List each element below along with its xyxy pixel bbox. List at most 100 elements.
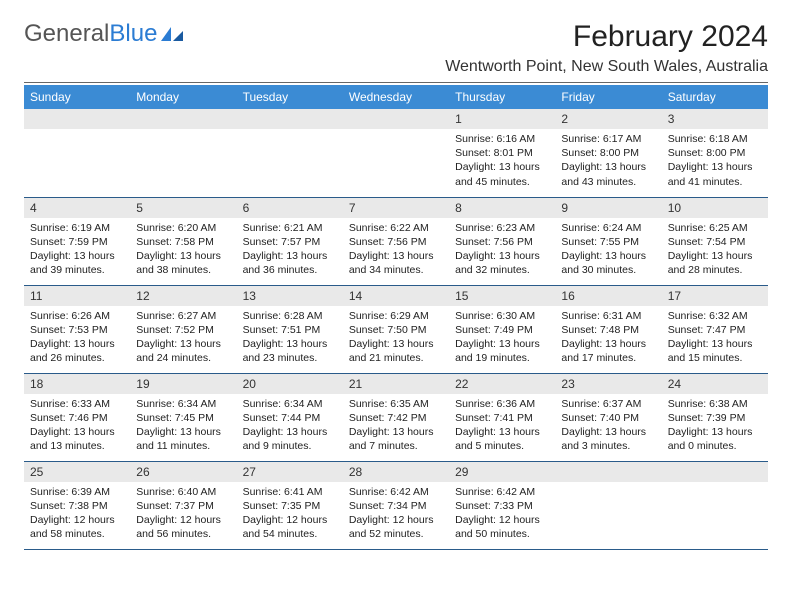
calendar-table: SundayMondayTuesdayWednesdayThursdayFrid… xyxy=(24,85,768,550)
day-body: Sunrise: 6:16 AMSunset: 8:01 PMDaylight:… xyxy=(449,129,555,192)
sunrise: Sunrise: 6:42 AM xyxy=(349,485,443,499)
week-row: 11Sunrise: 6:26 AMSunset: 7:53 PMDayligh… xyxy=(24,285,768,373)
day-body: Sunrise: 6:26 AMSunset: 7:53 PMDaylight:… xyxy=(24,306,130,369)
sunset: Sunset: 7:47 PM xyxy=(668,323,762,337)
daylight: Daylight: 12 hours and 50 minutes. xyxy=(455,513,549,541)
sunset: Sunset: 7:55 PM xyxy=(561,235,655,249)
day-cell: 14Sunrise: 6:29 AMSunset: 7:50 PMDayligh… xyxy=(343,285,449,373)
brand-logo: GeneralBlue xyxy=(24,20,185,48)
day-number: 18 xyxy=(24,374,130,394)
daylight: Daylight: 12 hours and 58 minutes. xyxy=(30,513,124,541)
sunrise: Sunrise: 6:34 AM xyxy=(136,397,230,411)
day-cell: 19Sunrise: 6:34 AMSunset: 7:45 PMDayligh… xyxy=(130,373,236,461)
daylight: Daylight: 12 hours and 52 minutes. xyxy=(349,513,443,541)
sunrise: Sunrise: 6:16 AM xyxy=(455,132,549,146)
day-cell: 20Sunrise: 6:34 AMSunset: 7:44 PMDayligh… xyxy=(237,373,343,461)
weekday-header: Thursday xyxy=(449,85,555,109)
day-cell: 17Sunrise: 6:32 AMSunset: 7:47 PMDayligh… xyxy=(662,285,768,373)
daylight: Daylight: 13 hours and 34 minutes. xyxy=(349,249,443,277)
sunset: Sunset: 7:44 PM xyxy=(243,411,337,425)
daylight: Daylight: 13 hours and 38 minutes. xyxy=(136,249,230,277)
day-number: 3 xyxy=(662,109,768,129)
weekday-header: Friday xyxy=(555,85,661,109)
day-cell: 4Sunrise: 6:19 AMSunset: 7:59 PMDaylight… xyxy=(24,197,130,285)
sunrise: Sunrise: 6:42 AM xyxy=(455,485,549,499)
sunrise: Sunrise: 6:29 AM xyxy=(349,309,443,323)
day-body: Sunrise: 6:39 AMSunset: 7:38 PMDaylight:… xyxy=(24,482,130,545)
day-cell: 1Sunrise: 6:16 AMSunset: 8:01 PMDaylight… xyxy=(449,109,555,197)
day-cell xyxy=(662,461,768,549)
weekday-header: Wednesday xyxy=(343,85,449,109)
sunrise: Sunrise: 6:24 AM xyxy=(561,221,655,235)
daylight: Daylight: 13 hours and 15 minutes. xyxy=(668,337,762,365)
day-cell: 21Sunrise: 6:35 AMSunset: 7:42 PMDayligh… xyxy=(343,373,449,461)
daylight: Daylight: 13 hours and 11 minutes. xyxy=(136,425,230,453)
day-number: 20 xyxy=(237,374,343,394)
sunset: Sunset: 7:56 PM xyxy=(349,235,443,249)
day-body: Sunrise: 6:35 AMSunset: 7:42 PMDaylight:… xyxy=(343,394,449,457)
daylight: Daylight: 13 hours and 7 minutes. xyxy=(349,425,443,453)
day-cell: 25Sunrise: 6:39 AMSunset: 7:38 PMDayligh… xyxy=(24,461,130,549)
day-body: Sunrise: 6:38 AMSunset: 7:39 PMDaylight:… xyxy=(662,394,768,457)
day-body: Sunrise: 6:34 AMSunset: 7:45 PMDaylight:… xyxy=(130,394,236,457)
day-body xyxy=(24,129,130,189)
sunrise: Sunrise: 6:35 AM xyxy=(349,397,443,411)
day-number: 5 xyxy=(130,198,236,218)
sunrise: Sunrise: 6:40 AM xyxy=(136,485,230,499)
day-number: 23 xyxy=(555,374,661,394)
day-body: Sunrise: 6:41 AMSunset: 7:35 PMDaylight:… xyxy=(237,482,343,545)
daylight: Daylight: 13 hours and 23 minutes. xyxy=(243,337,337,365)
daylight: Daylight: 13 hours and 30 minutes. xyxy=(561,249,655,277)
day-number: 15 xyxy=(449,286,555,306)
sunrise: Sunrise: 6:38 AM xyxy=(668,397,762,411)
day-number: 6 xyxy=(237,198,343,218)
day-cell: 11Sunrise: 6:26 AMSunset: 7:53 PMDayligh… xyxy=(24,285,130,373)
sunrise: Sunrise: 6:22 AM xyxy=(349,221,443,235)
sunrise: Sunrise: 6:21 AM xyxy=(243,221,337,235)
day-body: Sunrise: 6:31 AMSunset: 7:48 PMDaylight:… xyxy=(555,306,661,369)
sunset: Sunset: 7:40 PM xyxy=(561,411,655,425)
day-body: Sunrise: 6:22 AMSunset: 7:56 PMDaylight:… xyxy=(343,218,449,281)
day-cell: 13Sunrise: 6:28 AMSunset: 7:51 PMDayligh… xyxy=(237,285,343,373)
day-body: Sunrise: 6:37 AMSunset: 7:40 PMDaylight:… xyxy=(555,394,661,457)
day-cell: 15Sunrise: 6:30 AMSunset: 7:49 PMDayligh… xyxy=(449,285,555,373)
day-cell xyxy=(555,461,661,549)
day-number: 28 xyxy=(343,462,449,482)
day-body: Sunrise: 6:34 AMSunset: 7:44 PMDaylight:… xyxy=(237,394,343,457)
week-row: 4Sunrise: 6:19 AMSunset: 7:59 PMDaylight… xyxy=(24,197,768,285)
daylight: Daylight: 13 hours and 21 minutes. xyxy=(349,337,443,365)
day-body: Sunrise: 6:21 AMSunset: 7:57 PMDaylight:… xyxy=(237,218,343,281)
sunrise: Sunrise: 6:39 AM xyxy=(30,485,124,499)
daylight: Daylight: 13 hours and 43 minutes. xyxy=(561,160,655,188)
sunrise: Sunrise: 6:20 AM xyxy=(136,221,230,235)
daylight: Daylight: 13 hours and 32 minutes. xyxy=(455,249,549,277)
day-number: 4 xyxy=(24,198,130,218)
day-number: 7 xyxy=(343,198,449,218)
sunrise: Sunrise: 6:36 AM xyxy=(455,397,549,411)
sunrise: Sunrise: 6:31 AM xyxy=(561,309,655,323)
day-cell: 10Sunrise: 6:25 AMSunset: 7:54 PMDayligh… xyxy=(662,197,768,285)
sunrise: Sunrise: 6:18 AM xyxy=(668,132,762,146)
daylight: Daylight: 13 hours and 24 minutes. xyxy=(136,337,230,365)
sunset: Sunset: 7:34 PM xyxy=(349,499,443,513)
day-body: Sunrise: 6:17 AMSunset: 8:00 PMDaylight:… xyxy=(555,129,661,192)
daylight: Daylight: 13 hours and 45 minutes. xyxy=(455,160,549,188)
day-number: 11 xyxy=(24,286,130,306)
day-number xyxy=(24,109,130,129)
sunset: Sunset: 7:48 PM xyxy=(561,323,655,337)
day-number: 12 xyxy=(130,286,236,306)
sunset: Sunset: 7:45 PM xyxy=(136,411,230,425)
day-number: 16 xyxy=(555,286,661,306)
weekday-header: Sunday xyxy=(24,85,130,109)
sunset: Sunset: 8:00 PM xyxy=(668,146,762,160)
day-body: Sunrise: 6:19 AMSunset: 7:59 PMDaylight:… xyxy=(24,218,130,281)
daylight: Daylight: 13 hours and 13 minutes. xyxy=(30,425,124,453)
daylight: Daylight: 13 hours and 5 minutes. xyxy=(455,425,549,453)
sunset: Sunset: 7:41 PM xyxy=(455,411,549,425)
day-cell: 16Sunrise: 6:31 AMSunset: 7:48 PMDayligh… xyxy=(555,285,661,373)
day-body: Sunrise: 6:33 AMSunset: 7:46 PMDaylight:… xyxy=(24,394,130,457)
sunset: Sunset: 7:53 PM xyxy=(30,323,124,337)
sunrise: Sunrise: 6:30 AM xyxy=(455,309,549,323)
day-body xyxy=(555,482,661,542)
weekday-header: Saturday xyxy=(662,85,768,109)
